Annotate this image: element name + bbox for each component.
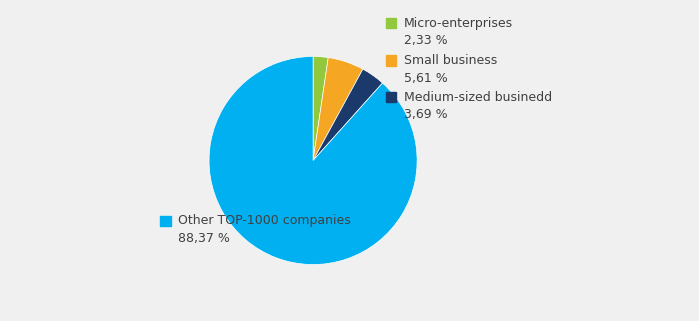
Text: Medium-sized businedd: Medium-sized businedd	[403, 91, 552, 104]
Bar	[386, 56, 396, 66]
Bar	[386, 92, 396, 102]
Bar	[386, 18, 396, 28]
Wedge shape	[313, 56, 329, 160]
Text: 2,33 %: 2,33 %	[403, 34, 447, 47]
Text: 3,69 %: 3,69 %	[403, 108, 447, 121]
Wedge shape	[313, 69, 382, 160]
Text: Other TOP-1000 companies: Other TOP-1000 companies	[178, 214, 351, 227]
Text: 88,37 %: 88,37 %	[178, 232, 230, 245]
Wedge shape	[209, 56, 417, 265]
Text: Small business: Small business	[403, 54, 497, 67]
Bar	[160, 216, 171, 226]
Text: 5,61 %: 5,61 %	[403, 72, 447, 85]
Text: Micro-enterprises: Micro-enterprises	[403, 17, 513, 30]
Wedge shape	[313, 57, 363, 160]
